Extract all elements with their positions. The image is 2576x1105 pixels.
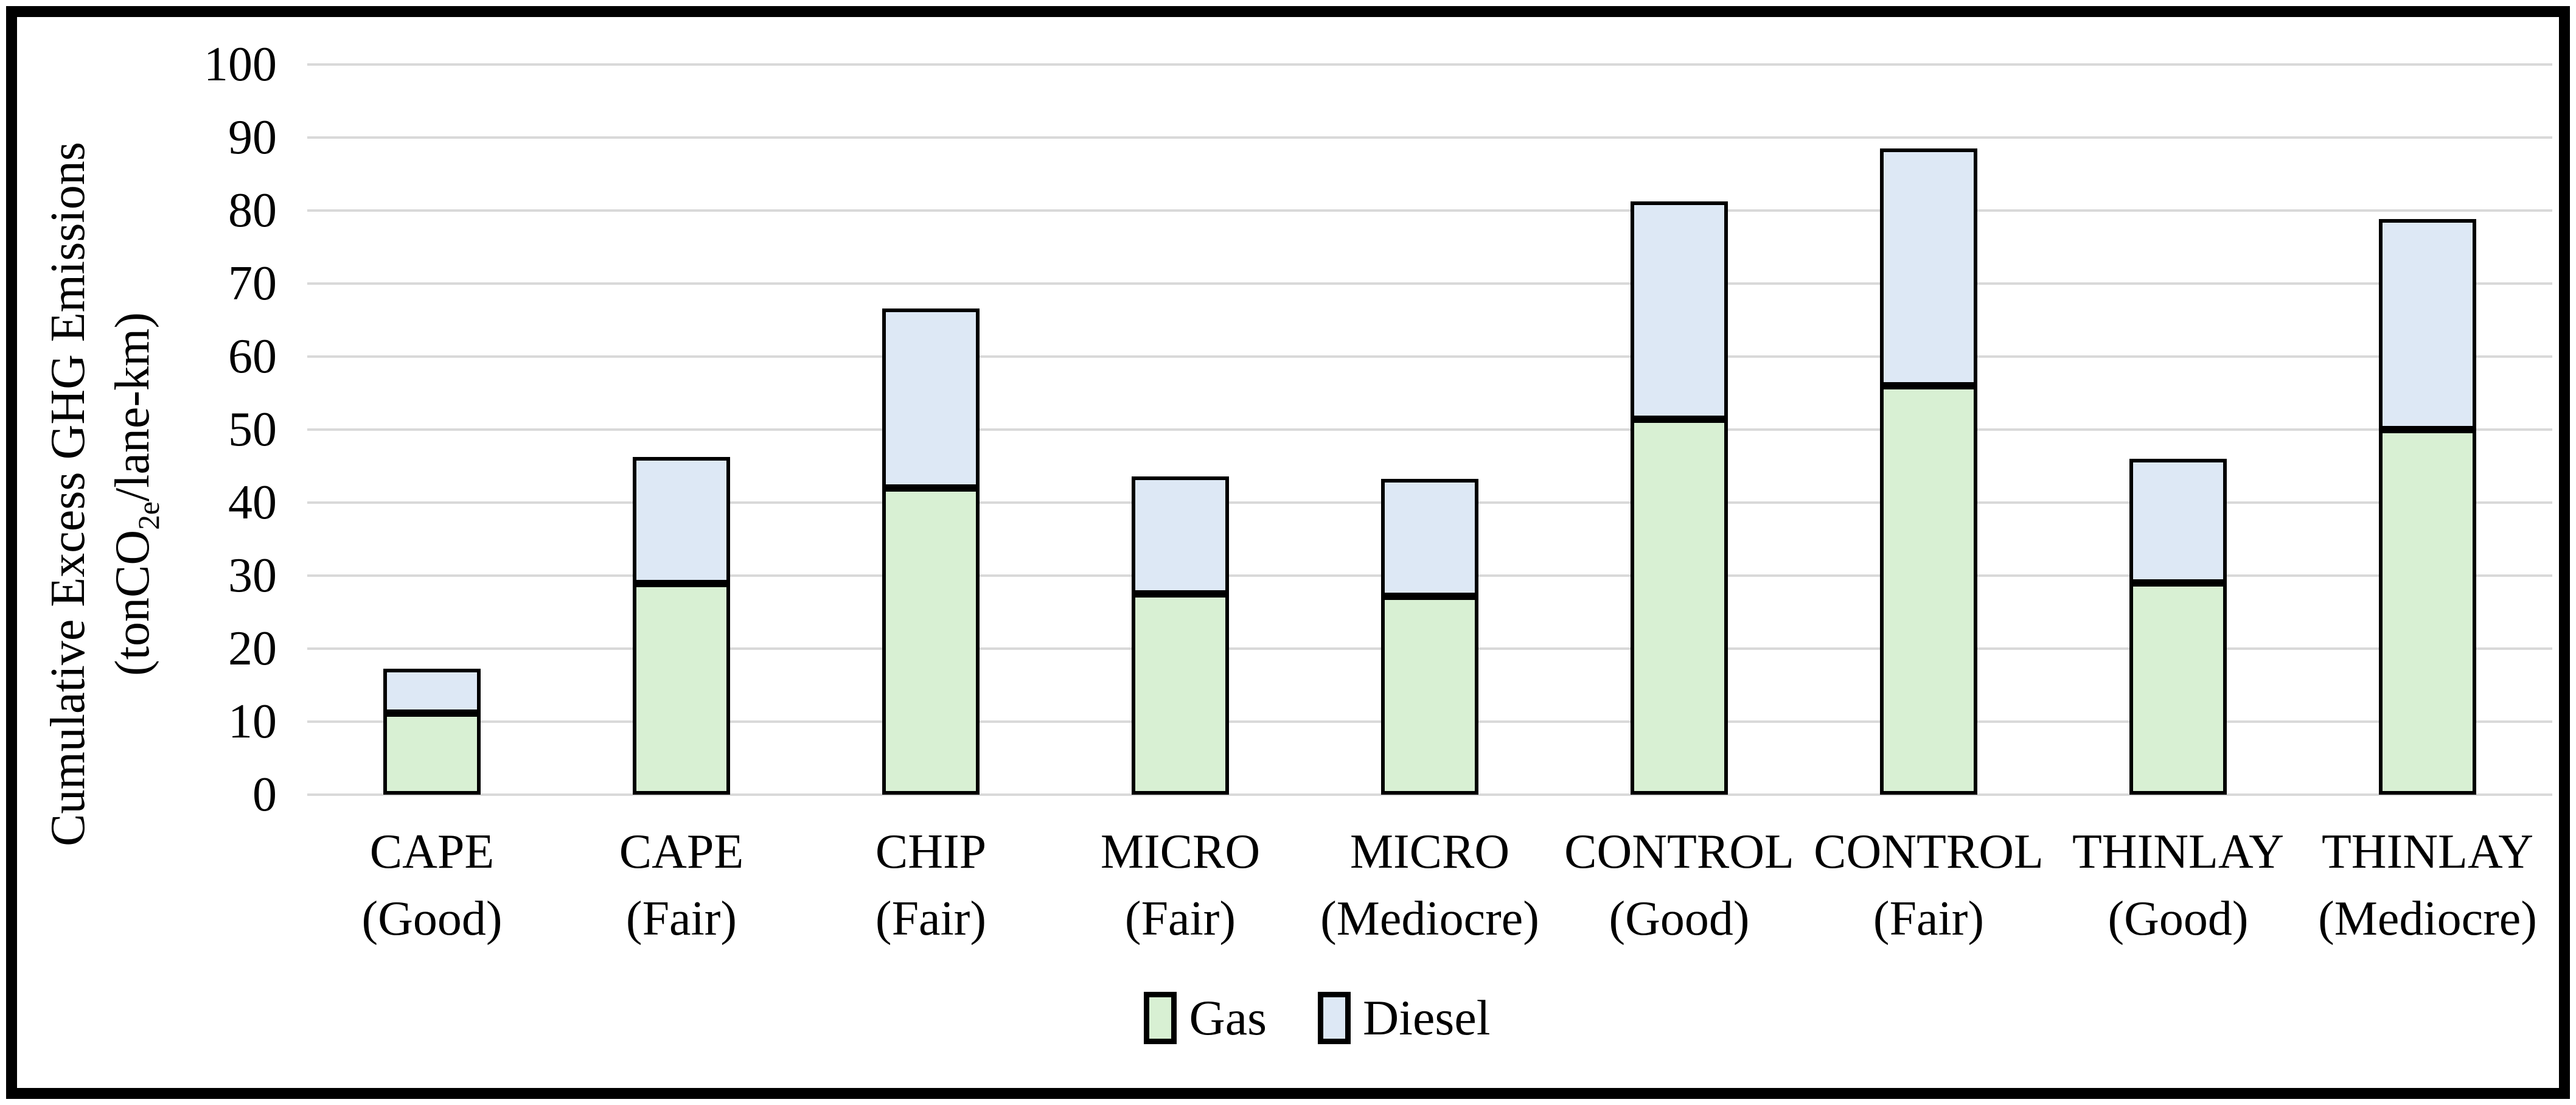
diesel-segment <box>633 457 730 584</box>
legend-label-gas: Gas <box>1189 990 1267 1045</box>
gridline-80 <box>307 209 2552 212</box>
y-tick-label-10: 10 <box>228 695 277 748</box>
bar-group-thinlay-8 <box>2379 64 2476 795</box>
gridline-100 <box>307 63 2552 66</box>
gas-swatch-icon <box>1144 992 1177 1044</box>
gas-segment <box>2379 430 2476 795</box>
y-tick-label-80: 80 <box>228 184 277 237</box>
y-tick-label-50: 50 <box>228 403 277 456</box>
category-label-chip-2: CHIP (Fair) <box>875 825 987 946</box>
diesel-swatch-icon <box>1318 992 1351 1044</box>
legend-item-gas: Gas <box>1144 991 1267 1045</box>
gridline-0 <box>307 793 2552 796</box>
y-tick-label-60: 60 <box>228 330 277 383</box>
gas-segment <box>1381 596 1478 795</box>
bar-group-control-5 <box>1631 64 1728 795</box>
legend-label-diesel: Diesel <box>1363 990 1491 1045</box>
gas-segment <box>2129 583 2227 795</box>
gas-segment <box>882 488 980 795</box>
legend: Gas Diesel <box>29 991 2576 1045</box>
gas-segment <box>1132 594 1229 795</box>
category-label-thinlay-7: THINLAY (Good) <box>2072 825 2285 946</box>
bar-group-cape-0 <box>383 64 481 795</box>
gas-segment <box>1880 386 1977 795</box>
gridline-70 <box>307 282 2552 285</box>
category-label-cape-0: CAPE (Good) <box>361 825 503 946</box>
plot-area <box>307 63 2552 796</box>
bar-group-cape-1 <box>633 64 730 795</box>
bar-group-control-6 <box>1880 64 1977 795</box>
diesel-segment <box>2129 459 2227 583</box>
gridline-50 <box>307 428 2552 431</box>
diesel-segment <box>1132 476 1229 594</box>
category-label-control-6: CONTROL (Fair) <box>1814 825 2044 946</box>
category-label-micro-4: MICRO (Mediocre) <box>1320 825 1539 946</box>
y-tick-label-70: 70 <box>228 257 277 310</box>
y-axis-title-line1: Cumulative Excess GHG Emissions <box>41 142 95 846</box>
gas-segment <box>383 713 481 795</box>
diesel-segment <box>1631 201 1728 419</box>
gridline-90 <box>307 136 2552 139</box>
category-label-cape-1: CAPE (Fair) <box>619 825 744 946</box>
bar-group-thinlay-7 <box>2129 64 2227 795</box>
diesel-segment <box>383 669 481 713</box>
category-label-micro-3: MICRO (Fair) <box>1100 825 1261 946</box>
y-tick-label-40: 40 <box>228 476 277 529</box>
diesel-segment <box>882 308 980 488</box>
bar-group-micro-3 <box>1132 64 1229 795</box>
bar-group-micro-4 <box>1381 64 1478 795</box>
gridline-60 <box>307 355 2552 358</box>
diesel-segment <box>2379 219 2476 430</box>
diesel-segment <box>1381 479 1478 596</box>
diesel-segment <box>1880 148 1977 386</box>
category-label-control-5: CONTROL (Good) <box>1564 825 1794 946</box>
legend-item-diesel: Diesel <box>1318 990 1491 1045</box>
gas-segment <box>633 584 730 795</box>
y-tick-label-0: 0 <box>252 768 277 821</box>
gas-segment <box>1631 419 1728 795</box>
y-tick-label-100: 100 <box>204 38 277 91</box>
y-tick-label-20: 20 <box>228 622 277 675</box>
y-tick-label-30: 30 <box>228 549 277 602</box>
category-label-thinlay-8: THINLAY (Mediocre) <box>2318 825 2537 946</box>
y-tick-label-90: 90 <box>228 111 277 164</box>
bar-group-chip-2 <box>882 64 980 795</box>
